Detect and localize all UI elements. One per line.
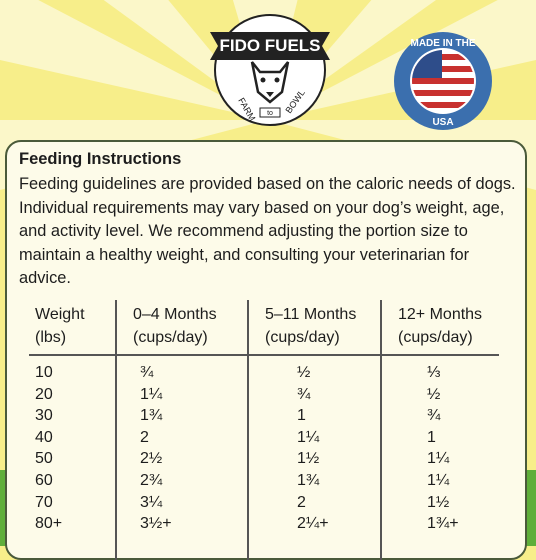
table-cell: 10 — [35, 364, 53, 381]
logo: FIDO FUELS FARM to BOWL — [210, 14, 330, 126]
table-cell: 1¼ — [140, 385, 163, 403]
table-cell: 70 — [35, 493, 53, 511]
header-unit: (cups/day) — [398, 329, 473, 346]
header-title: Weight — [35, 306, 85, 323]
table-cell: 50 — [35, 450, 53, 468]
description: Feeding guidelines are provided based on… — [19, 175, 516, 287]
table-cell: 2 — [297, 493, 306, 511]
table-cell: 1¾ — [140, 407, 163, 425]
table-cell: ½ — [297, 364, 311, 381]
table-cell: 1¼ — [427, 450, 450, 468]
column-divider — [380, 300, 382, 560]
header-title: 5–11 Months — [265, 306, 357, 323]
table-cell: 2 — [140, 428, 149, 446]
logo-middle: to — [267, 110, 273, 117]
table-cell: 30 — [35, 407, 53, 425]
badge: MADE IN THE USA — [394, 32, 492, 130]
table-cell: 1½ — [427, 493, 450, 511]
table-cell: ¾ — [140, 364, 154, 381]
table-cell: 3½+ — [140, 515, 172, 533]
table-cell: 60 — [35, 472, 53, 489]
table-cell: 1¼ — [427, 472, 450, 489]
table-cell: 2¼+ — [297, 515, 329, 533]
instructions-card: Feeding Instructions Feeding guidelines … — [5, 140, 527, 560]
header-unit: (cups/day) — [133, 329, 208, 346]
table-cell: 1¼ — [297, 428, 320, 446]
table-cell: ½ — [427, 385, 441, 403]
table-cell: 1 — [297, 407, 306, 425]
table-cell: 1 — [427, 428, 436, 446]
heading: Feeding Instructions — [19, 150, 182, 168]
header-title: 12+ Months — [398, 306, 483, 323]
header-unit: (cups/day) — [265, 329, 340, 346]
table-cell: ⅓ — [427, 364, 441, 381]
badge-top: MADE IN THE — [411, 38, 476, 49]
table-cell: 2¾ — [140, 472, 163, 489]
header-title: 0–4 Months — [133, 306, 217, 323]
table-cell: 40 — [35, 428, 53, 446]
column-divider — [115, 300, 117, 560]
table-cell: 1¾+ — [427, 515, 459, 533]
table-cell: 2½ — [140, 450, 163, 468]
column-divider — [247, 300, 249, 560]
table-cell: 1¾ — [297, 472, 320, 489]
table-cell: 80+ — [35, 515, 63, 533]
table-cell: ¾ — [427, 407, 441, 425]
table-cell: ¾ — [297, 385, 311, 403]
table-cell: 3¼ — [140, 493, 163, 511]
table-cell: 20 — [35, 385, 53, 403]
badge-bottom: USA — [432, 117, 453, 128]
header-unit: (lbs) — [35, 329, 67, 346]
header-rule — [29, 354, 499, 356]
brand: FIDO FUELS — [219, 36, 320, 55]
table-cell: 1½ — [297, 450, 320, 468]
